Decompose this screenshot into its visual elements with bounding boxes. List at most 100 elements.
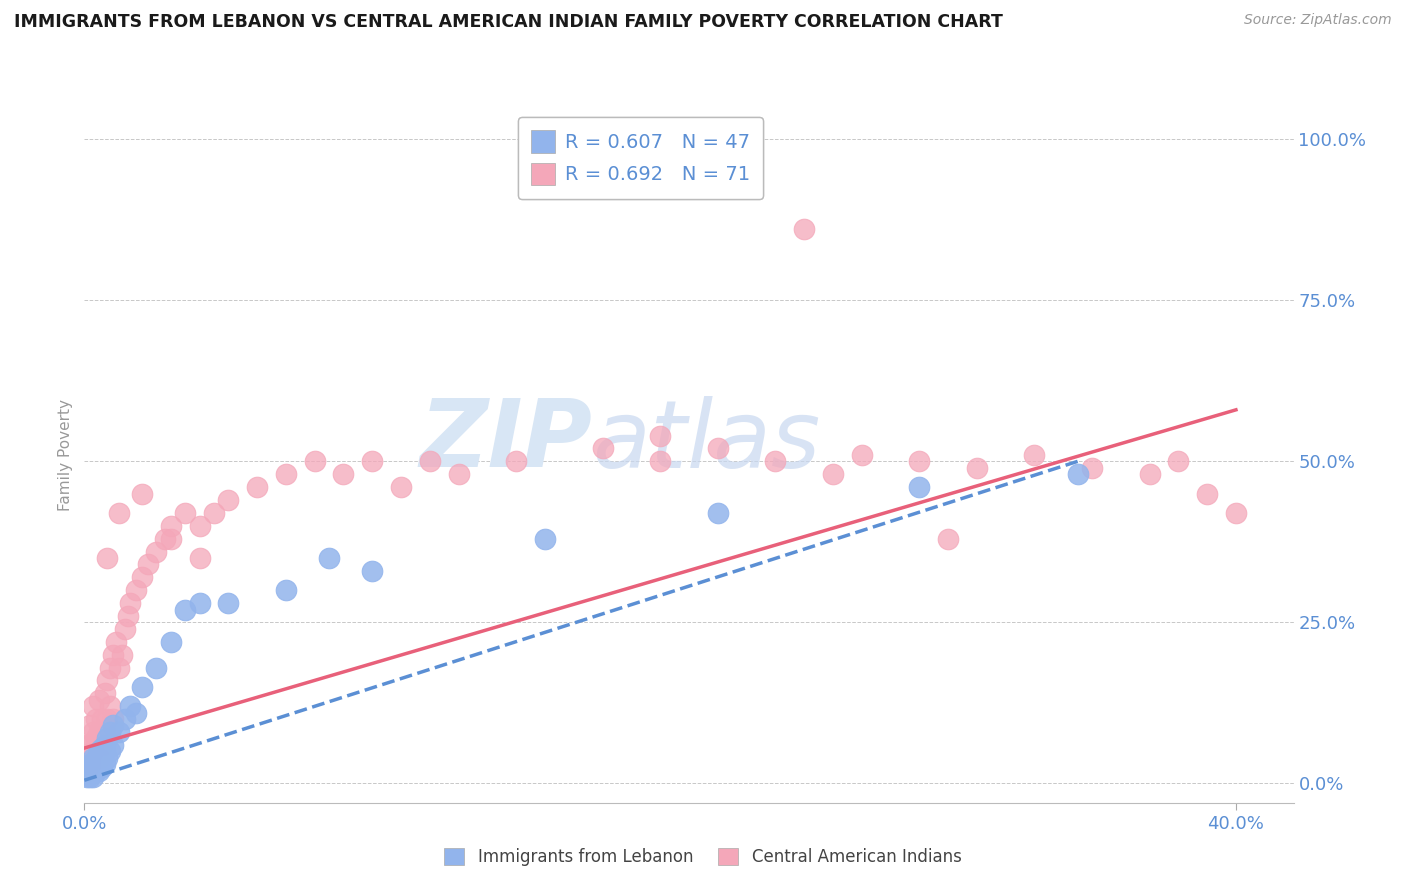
Point bbox=[332, 467, 354, 482]
Point bbox=[76, 770, 98, 784]
Point bbox=[101, 712, 124, 726]
Point bbox=[246, 480, 269, 494]
Point bbox=[217, 596, 239, 610]
Text: atlas: atlas bbox=[592, 395, 821, 486]
Point bbox=[98, 660, 121, 674]
Point bbox=[114, 622, 136, 636]
Point bbox=[82, 744, 104, 758]
Point bbox=[82, 750, 104, 764]
Point bbox=[79, 757, 101, 772]
Point bbox=[650, 454, 672, 468]
Point bbox=[419, 454, 441, 468]
Point bbox=[145, 660, 167, 674]
Point bbox=[125, 583, 148, 598]
Point bbox=[90, 750, 112, 764]
Point bbox=[101, 738, 124, 752]
Point bbox=[84, 750, 107, 764]
Point bbox=[93, 744, 115, 758]
Point bbox=[505, 454, 527, 468]
Point bbox=[108, 660, 131, 674]
Point bbox=[153, 532, 176, 546]
Point bbox=[96, 712, 118, 726]
Point bbox=[304, 454, 326, 468]
Point bbox=[96, 750, 118, 764]
Point bbox=[101, 718, 124, 732]
Point bbox=[361, 454, 384, 468]
Point bbox=[84, 731, 107, 746]
Point bbox=[82, 757, 104, 772]
Point bbox=[96, 673, 118, 688]
Point bbox=[908, 454, 931, 468]
Point bbox=[534, 532, 557, 546]
Point bbox=[76, 738, 98, 752]
Point bbox=[650, 428, 672, 442]
Point bbox=[76, 766, 98, 781]
Point bbox=[79, 766, 101, 781]
Point bbox=[108, 725, 131, 739]
Point bbox=[120, 596, 142, 610]
Point bbox=[90, 760, 112, 774]
Point bbox=[82, 764, 104, 778]
Point bbox=[82, 725, 104, 739]
Point bbox=[131, 680, 153, 694]
Point bbox=[1081, 460, 1104, 475]
Point bbox=[174, 602, 197, 616]
Point bbox=[87, 764, 110, 778]
Point bbox=[131, 486, 153, 500]
Point bbox=[101, 648, 124, 662]
Point bbox=[145, 544, 167, 558]
Point bbox=[763, 454, 786, 468]
Point bbox=[202, 506, 225, 520]
Point bbox=[159, 634, 181, 648]
Point bbox=[96, 551, 118, 566]
Point bbox=[1024, 448, 1046, 462]
Point bbox=[105, 634, 128, 648]
Point bbox=[76, 760, 98, 774]
Point bbox=[188, 596, 211, 610]
Point bbox=[1225, 506, 1247, 520]
Point bbox=[87, 725, 110, 739]
Point bbox=[76, 750, 98, 764]
Point bbox=[111, 648, 134, 662]
Point bbox=[159, 518, 181, 533]
Point bbox=[851, 448, 873, 462]
Point bbox=[117, 609, 139, 624]
Point bbox=[93, 686, 115, 700]
Point bbox=[1167, 454, 1189, 468]
Point bbox=[592, 442, 614, 456]
Point bbox=[98, 744, 121, 758]
Point bbox=[1197, 486, 1219, 500]
Point bbox=[90, 738, 112, 752]
Point bbox=[79, 760, 101, 774]
Point bbox=[96, 731, 118, 746]
Point bbox=[188, 551, 211, 566]
Point bbox=[76, 764, 98, 778]
Point bbox=[274, 583, 297, 598]
Point bbox=[90, 741, 112, 756]
Point bbox=[361, 564, 384, 578]
Text: Source: ZipAtlas.com: Source: ZipAtlas.com bbox=[1244, 13, 1392, 28]
Text: IMMIGRANTS FROM LEBANON VS CENTRAL AMERICAN INDIAN FAMILY POVERTY CORRELATION CH: IMMIGRANTS FROM LEBANON VS CENTRAL AMERI… bbox=[14, 13, 1002, 31]
Legend: Immigrants from Lebanon, Central American Indians: Immigrants from Lebanon, Central America… bbox=[436, 840, 970, 875]
Point bbox=[79, 718, 101, 732]
Point bbox=[93, 738, 115, 752]
Point bbox=[79, 738, 101, 752]
Point bbox=[174, 506, 197, 520]
Point bbox=[131, 570, 153, 584]
Point bbox=[274, 467, 297, 482]
Point bbox=[908, 480, 931, 494]
Point bbox=[706, 442, 728, 456]
Point bbox=[447, 467, 470, 482]
Point bbox=[93, 757, 115, 772]
Point bbox=[389, 480, 412, 494]
Point bbox=[1139, 467, 1161, 482]
Point bbox=[79, 770, 101, 784]
Point bbox=[318, 551, 340, 566]
Point bbox=[136, 558, 159, 572]
Point bbox=[90, 712, 112, 726]
Point bbox=[84, 757, 107, 772]
Point bbox=[793, 222, 815, 236]
Point bbox=[79, 757, 101, 772]
Point bbox=[120, 699, 142, 714]
Y-axis label: Family Poverty: Family Poverty bbox=[58, 399, 73, 511]
